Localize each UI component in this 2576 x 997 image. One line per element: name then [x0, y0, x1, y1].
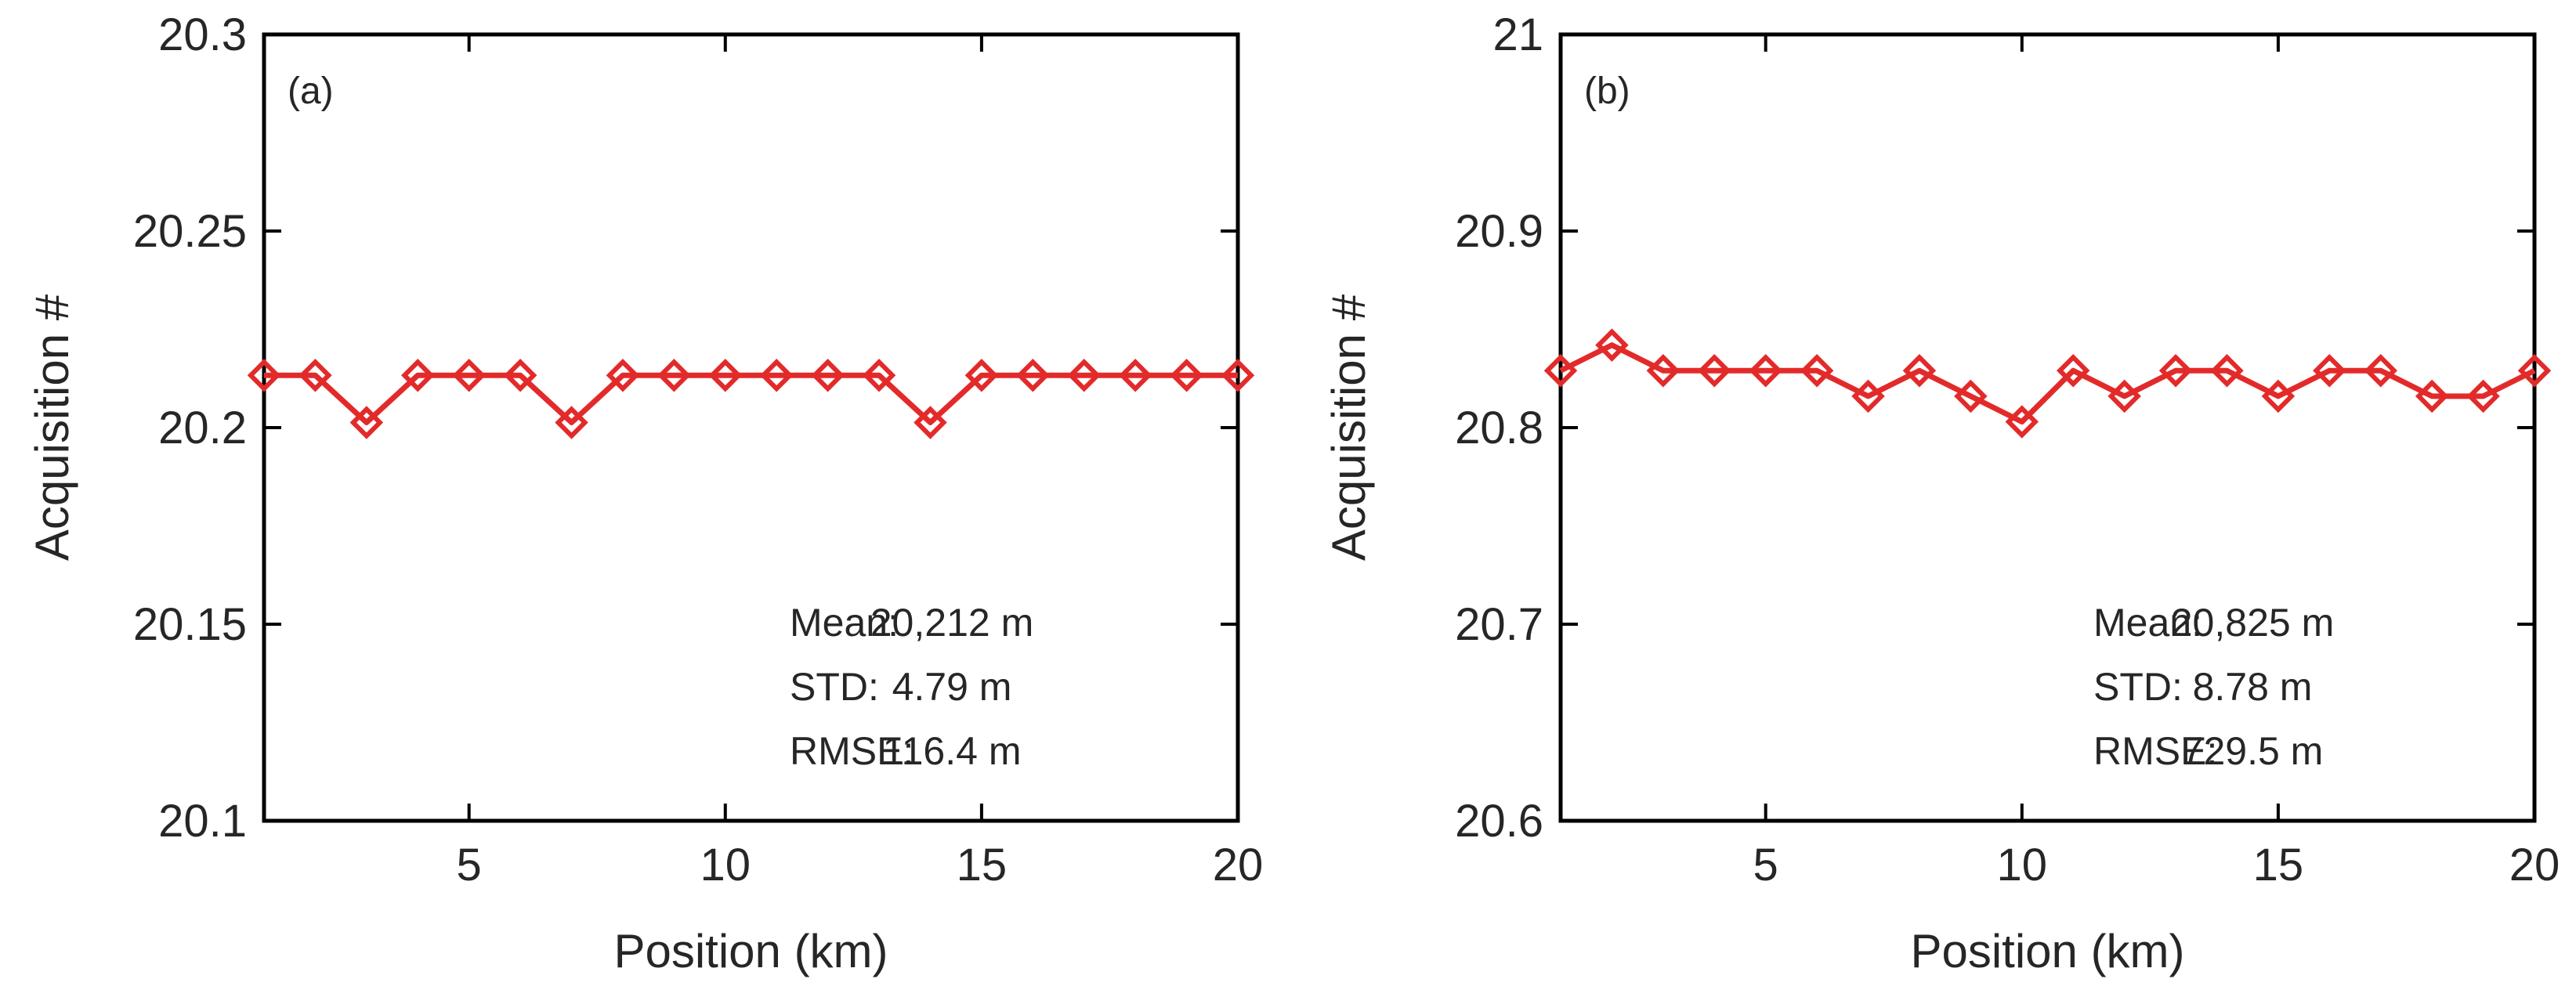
data-point: [2158, 353, 2193, 388]
series-line: [264, 372, 1238, 425]
data-point: [1595, 328, 1629, 362]
y-tick-label: 20.3: [158, 9, 247, 60]
data-point: [2517, 353, 2552, 388]
data-point: [298, 358, 332, 392]
y-tick-label: 20.2: [158, 403, 247, 453]
x-tick-label: 15: [957, 840, 1008, 890]
stat-label: RMSE:: [790, 729, 914, 773]
data-point: [914, 406, 947, 439]
stat-label: Mean:: [2093, 601, 2202, 645]
stat-label: RMSE:: [2093, 729, 2217, 773]
data-point: [606, 358, 640, 392]
data-point: [1646, 353, 1681, 388]
x-tick-label: 10: [1997, 840, 2048, 890]
data-point: [964, 358, 999, 392]
x-tick-label: 20: [1213, 840, 1264, 890]
data-point: [1016, 358, 1050, 392]
data-point: [1543, 353, 1578, 388]
data-point: [811, 358, 845, 392]
data-point: [1800, 353, 1834, 388]
data-point: [1851, 379, 1885, 414]
stat-value: 4.79 m: [892, 665, 1012, 709]
y-tick-label: 20.9: [1455, 206, 1543, 257]
y-tick-label: 20.6: [1455, 796, 1543, 847]
x-axis-title: Position (km): [1910, 925, 2184, 977]
data-point: [2056, 353, 2090, 388]
stat-label: STD:: [2093, 665, 2183, 709]
y-tick-label: 20.7: [1455, 599, 1543, 650]
stat-label: STD:: [790, 665, 879, 709]
stat-value: 20,825 m: [2171, 601, 2334, 645]
panel-label: (b): [1584, 70, 1630, 112]
plot-frame: [1558, 32, 2537, 823]
stat-value: 116.4 m: [883, 729, 1022, 773]
stat-value: 20,212 m: [870, 601, 1033, 645]
y-axis-title: Acquisition #: [1322, 294, 1375, 561]
chart-panel-a: 20.1 20.15 20.2 20.25 20.3 5 10 15 20 Position (k…: [26, 9, 1263, 977]
data-point: [2466, 379, 2500, 414]
series-line: [1559, 342, 2536, 424]
x-tick-label: 5: [457, 840, 482, 890]
data-point: [401, 358, 435, 392]
data-point: [1698, 353, 1731, 388]
data-point: [2107, 379, 2141, 414]
data-point: [759, 358, 794, 392]
x-tick-label: 20: [2509, 840, 2560, 890]
y-axis-title: Acquisition #: [26, 294, 78, 561]
x-axis-title: Position (km): [613, 925, 888, 977]
data-point: [1118, 358, 1152, 392]
data-point: [1749, 353, 1782, 388]
x-tick-label: 5: [1753, 840, 1778, 890]
data-point: [2313, 353, 2346, 388]
data-point: [349, 406, 384, 439]
data-point: [1170, 358, 1203, 392]
data-point: [1067, 358, 1101, 392]
data-point: [555, 406, 588, 439]
data-point: [247, 358, 281, 392]
stat-value: 8.78 m: [2193, 665, 2313, 709]
data-point: [657, 358, 691, 392]
data-point: [2005, 405, 2039, 439]
y-tick-label: 21: [1492, 9, 1543, 60]
data-point: [708, 358, 743, 392]
data-point: [2364, 353, 2397, 388]
stat-label: Mean:: [790, 601, 899, 645]
chart-panel-b: 20.6 20.7 20.8 20.9 21 5 10 15 20 Position (km) Ac…: [1322, 9, 2560, 977]
x-tick-label: 15: [2253, 840, 2304, 890]
plot-frame: [262, 32, 1240, 823]
data-point: [452, 358, 486, 392]
data-point: [2415, 379, 2449, 414]
data-point: [503, 358, 537, 392]
y-tick-label: 20.1: [158, 796, 247, 847]
panel-label: (a): [288, 70, 334, 112]
y-tick-label: 20.15: [133, 599, 247, 650]
stat-value: 729.5 m: [2182, 729, 2324, 773]
data-point: [1221, 358, 1255, 392]
data-point: [862, 358, 896, 392]
data-point: [1902, 353, 1937, 388]
data-point: [1954, 379, 1988, 414]
y-tick-label: 20.8: [1455, 403, 1543, 453]
data-point: [2261, 379, 2296, 414]
y-tick-label: 20.25: [133, 206, 247, 257]
data-point: [2210, 353, 2244, 388]
x-tick-label: 10: [700, 840, 751, 890]
